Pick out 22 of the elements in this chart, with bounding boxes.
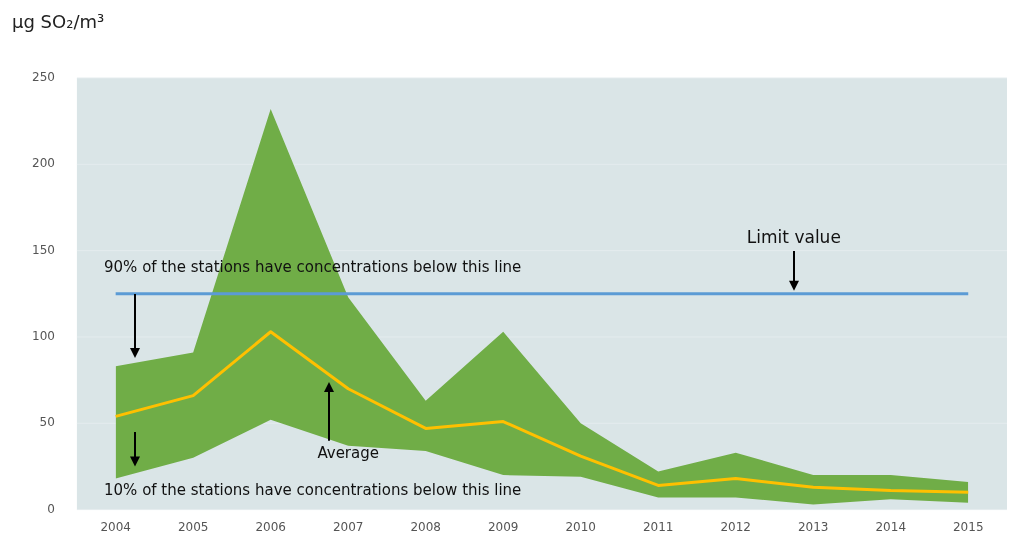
annotation: Average (317, 444, 379, 463)
y-tick-label: 150 (32, 242, 55, 257)
annotation: 10% of the stations have concentrations below this line (104, 480, 522, 499)
y-tick-label: 200 (32, 156, 55, 171)
y-tick-label: 0 (47, 501, 55, 516)
x-tick-label: 2004 (100, 519, 131, 534)
x-tick-label: 2010 (565, 519, 596, 534)
x-tick-label: 2008 (410, 519, 441, 534)
x-tick-label: 2013 (797, 519, 829, 534)
x-tick-label: 2014 (875, 519, 907, 534)
y-tick-label: 250 (32, 70, 55, 85)
y-axis-title: µg SO₂/m³ (12, 10, 105, 32)
ref-line-label: Limit value (746, 227, 841, 248)
x-tick-label: 2009 (487, 519, 519, 534)
y-tick-label: 50 (39, 415, 55, 430)
y-tick-label: 100 (32, 329, 55, 344)
x-tick-label: 2007 (332, 519, 364, 534)
x-tick-label: 2015 (952, 519, 984, 534)
x-tick-label: 2011 (642, 519, 674, 534)
x-tick-label: 2005 (177, 519, 209, 534)
x-tick-label: 2012 (720, 519, 751, 534)
x-tick-label: 2006 (255, 519, 286, 534)
